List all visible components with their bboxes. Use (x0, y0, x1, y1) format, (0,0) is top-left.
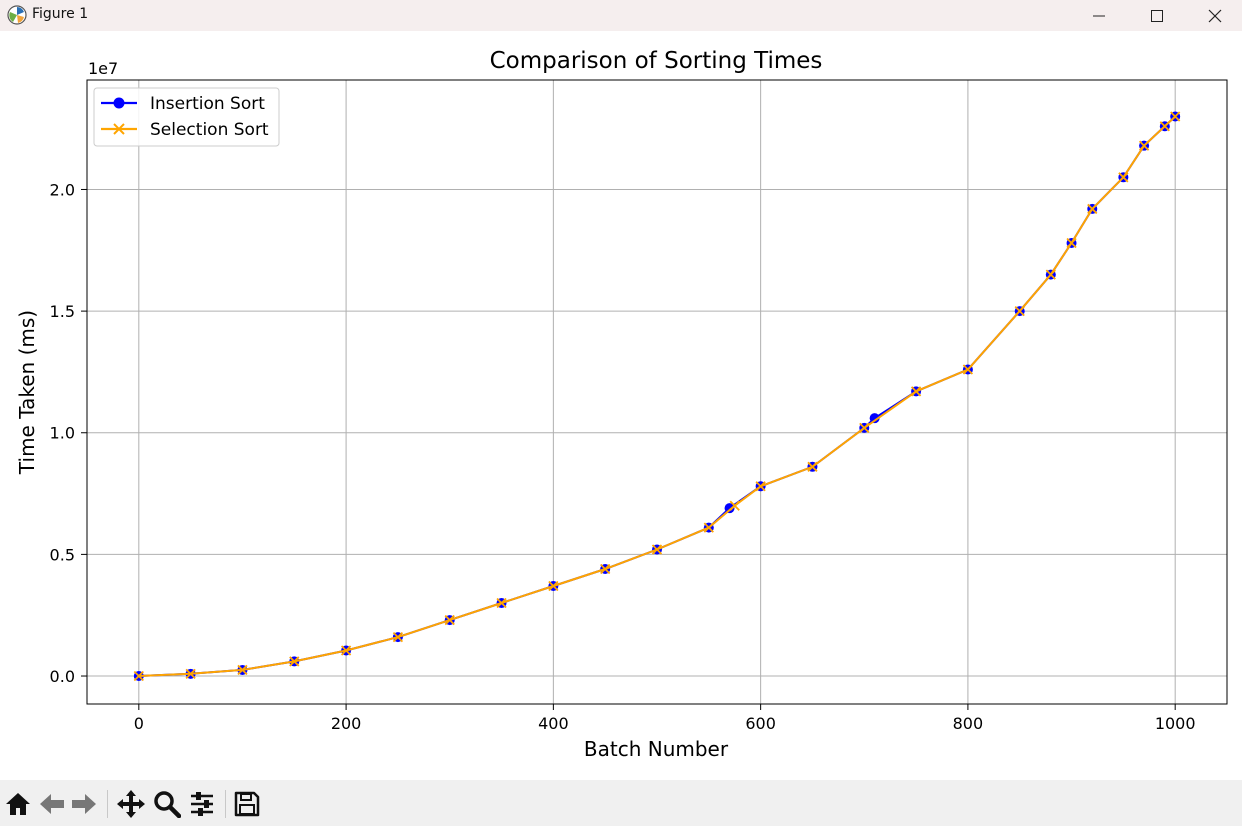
insertion-sort-point (724, 503, 735, 514)
navigation-toolbar (0, 780, 1242, 826)
home-icon (6, 793, 30, 815)
selection-sort-point (496, 597, 507, 609)
figure-canvas[interactable]: 0 200 400 600 800 1000 0.0 0.5 1.0 1.5 2.0 Compari… (0, 31, 1242, 780)
selection-sort-point (548, 580, 559, 592)
selection-sort-point (1066, 237, 1077, 249)
save-icon (234, 791, 260, 817)
configure-subplots-button[interactable] (186, 788, 218, 820)
selection-sort-point (962, 364, 974, 375)
y-tick-label: 0.5 (50, 545, 75, 564)
legend-selection-label: Selection Sort (150, 120, 269, 140)
insertion-sort-point (869, 413, 880, 424)
y-tick-label: 0.0 (50, 667, 75, 686)
maximize-icon (1151, 9, 1163, 22)
plot-frame (86, 79, 1228, 705)
selection-sort-point (1118, 172, 1129, 183)
maximize-button[interactable] (1128, 0, 1186, 31)
toolbar-separator (107, 790, 108, 818)
selection-sort-point (1159, 121, 1170, 132)
selection-sort-point (807, 461, 818, 472)
minimize-button[interactable] (1070, 0, 1128, 31)
close-icon (1208, 9, 1222, 22)
x-axis-label: Batch Number (584, 737, 729, 761)
chart-svg: 0 200 400 600 800 1000 0.0 0.5 1.0 1.5 2.0 Compari… (15, 48, 1228, 761)
pan-icon (117, 790, 145, 818)
legend-insertion-label: Insertion Sort (150, 94, 265, 114)
selection-sort-point (237, 664, 248, 676)
selection-sort-point (1014, 305, 1025, 317)
selection-sort-point (185, 668, 196, 679)
toolbar-separator (225, 790, 226, 818)
selection-sort-point (289, 656, 300, 667)
selection-sort-point (1087, 203, 1098, 215)
y-tick-label: 1.5 (50, 302, 75, 321)
legend-insertion-marker (113, 97, 125, 109)
x-tick-label: 800 (953, 714, 984, 733)
save-button[interactable] (231, 788, 263, 820)
minimize-icon (1093, 15, 1105, 16)
configure-subplots-icon (191, 792, 213, 816)
axis-ticks: 0 200 400 600 800 1000 0.0 0.5 1.0 1.5 2.0 (50, 180, 1196, 733)
selection-sort-point (392, 631, 404, 643)
window-title: Figure 1 (32, 6, 89, 22)
home-button[interactable] (2, 788, 34, 820)
selection-sort-point (340, 645, 352, 656)
close-button[interactable] (1186, 0, 1242, 31)
grid (87, 80, 1227, 704)
forward-arrow-icon (72, 794, 96, 814)
selection-sort-point (1138, 140, 1150, 151)
window-titlebar: Figure 1 (0, 0, 1242, 31)
x-tick-label: 1000 (1155, 714, 1196, 733)
selection-sort-point (910, 386, 922, 397)
y-axis-label: Time Taken (ms) (15, 310, 39, 475)
legend-selection-marker (113, 123, 125, 135)
pan-button[interactable] (115, 788, 147, 820)
zoom-button[interactable] (151, 788, 183, 820)
back-button[interactable] (36, 788, 68, 820)
x-tick-label: 200 (331, 714, 362, 733)
x-tick-label: 600 (745, 714, 776, 733)
x-tick-label: 400 (538, 714, 569, 733)
matplotlib-app-icon (6, 4, 28, 26)
selection-sort-point (600, 563, 611, 575)
selection-sort-point (651, 544, 663, 555)
legend: Insertion Sort Selection Sort (93, 87, 280, 147)
y-offset-label: 1e7 (88, 59, 118, 78)
selection-sort-point (133, 670, 144, 682)
chart-title: Comparison of Sorting Times (490, 48, 823, 74)
series-layer (133, 111, 1181, 682)
back-arrow-icon (40, 794, 64, 814)
selection-sort-point (1045, 269, 1056, 280)
y-tick-label: 2.0 (50, 180, 75, 199)
selection-sort-point (703, 522, 714, 533)
insertion-sort-line (138, 115, 1176, 677)
selection-sort-point (755, 481, 766, 492)
zoom-icon (154, 791, 181, 818)
selection-sort-line (138, 115, 1176, 677)
selection-sort-point (1170, 111, 1181, 122)
forward-button[interactable] (68, 788, 100, 820)
x-tick-label: 0 (134, 714, 144, 733)
selection-sort-point (859, 422, 870, 434)
selection-sort-point (729, 500, 740, 511)
y-tick-label: 1.0 (50, 424, 75, 443)
selection-sort-point (444, 614, 455, 626)
legend-box (93, 87, 280, 147)
